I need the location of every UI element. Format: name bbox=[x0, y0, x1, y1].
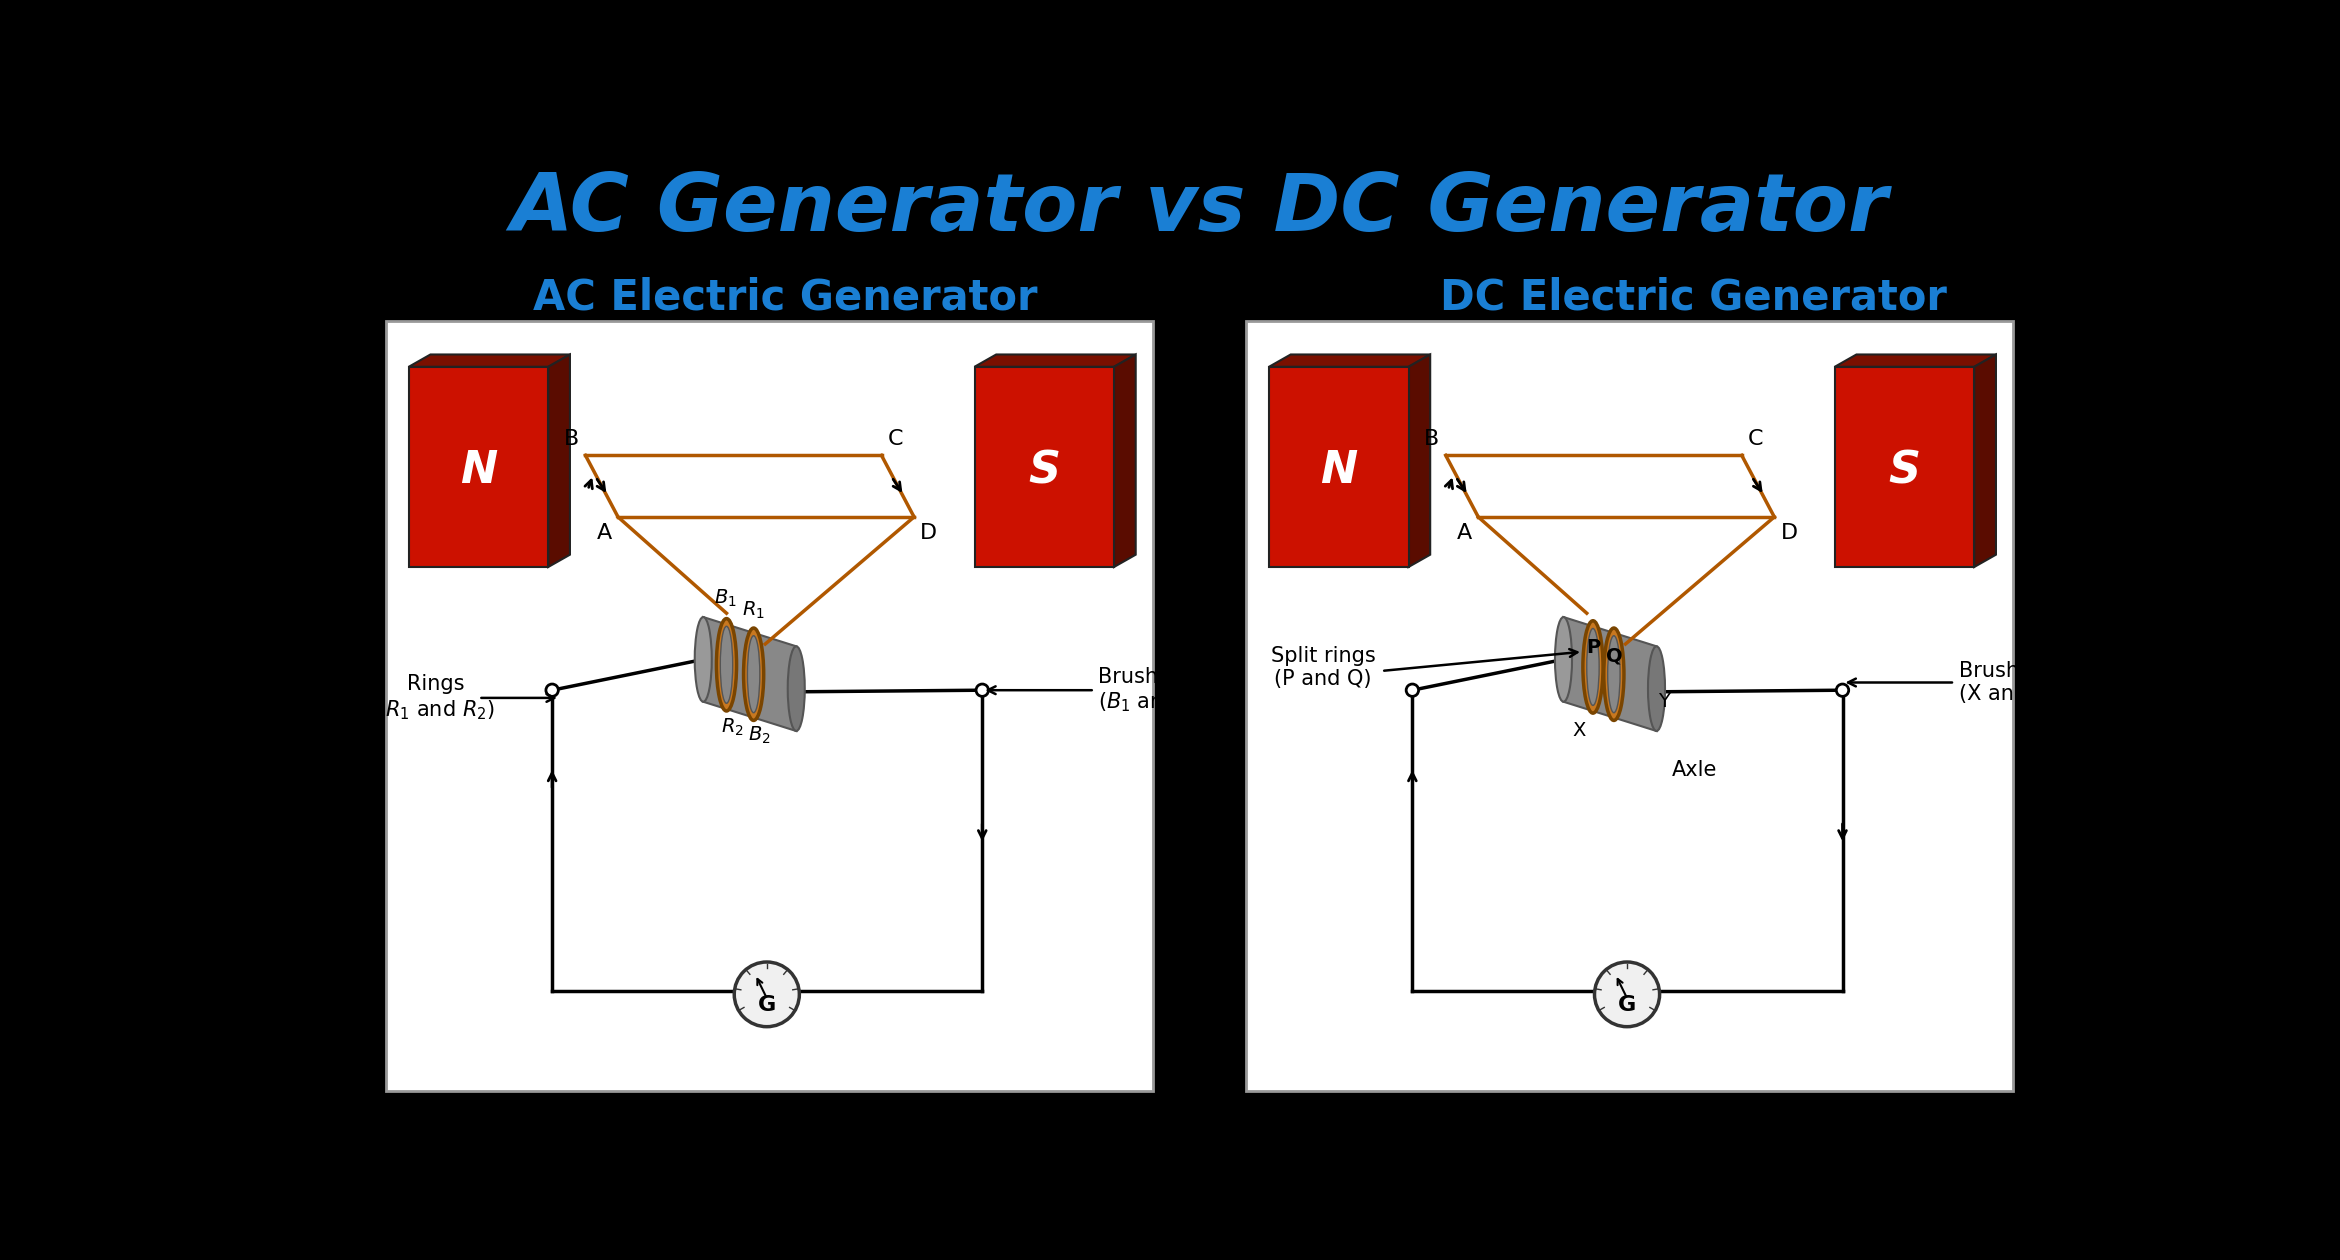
Ellipse shape bbox=[1582, 621, 1603, 713]
Text: D: D bbox=[920, 523, 938, 543]
Ellipse shape bbox=[1587, 629, 1598, 706]
Circle shape bbox=[735, 963, 800, 1027]
Text: $B_2$: $B_2$ bbox=[749, 724, 770, 746]
Ellipse shape bbox=[744, 627, 763, 721]
Text: AC Electric Generator: AC Electric Generator bbox=[534, 276, 1037, 319]
Text: S: S bbox=[1027, 450, 1060, 493]
Polygon shape bbox=[1114, 354, 1135, 567]
Circle shape bbox=[976, 684, 987, 697]
Text: N: N bbox=[1320, 450, 1357, 493]
Text: Q: Q bbox=[1605, 646, 1622, 665]
Circle shape bbox=[1594, 963, 1659, 1027]
Text: $B_1$: $B_1$ bbox=[714, 587, 737, 609]
Text: S: S bbox=[1888, 450, 1921, 493]
Text: C: C bbox=[887, 430, 903, 450]
Ellipse shape bbox=[721, 626, 732, 703]
Text: C: C bbox=[1748, 430, 1764, 450]
Polygon shape bbox=[1409, 354, 1430, 567]
Text: G: G bbox=[1617, 995, 1636, 1016]
Text: Brushes
(X and Y): Brushes (X and Y) bbox=[1959, 662, 2055, 704]
Ellipse shape bbox=[1556, 617, 1572, 702]
Text: A: A bbox=[597, 523, 611, 543]
Polygon shape bbox=[548, 354, 571, 567]
Polygon shape bbox=[1835, 367, 1975, 567]
Text: A: A bbox=[1458, 523, 1472, 543]
Polygon shape bbox=[410, 354, 571, 367]
Ellipse shape bbox=[1603, 627, 1624, 721]
Polygon shape bbox=[1268, 367, 1409, 567]
Text: B: B bbox=[1425, 430, 1439, 450]
FancyBboxPatch shape bbox=[1245, 320, 2012, 1091]
Polygon shape bbox=[1268, 354, 1430, 367]
Text: P: P bbox=[1587, 639, 1601, 658]
Ellipse shape bbox=[1608, 636, 1619, 713]
Polygon shape bbox=[973, 354, 1135, 367]
Text: D: D bbox=[1781, 523, 1797, 543]
Text: Split rings
(P and Q): Split rings (P and Q) bbox=[1271, 645, 1376, 689]
Polygon shape bbox=[704, 617, 796, 731]
Circle shape bbox=[1406, 684, 1418, 697]
Circle shape bbox=[1837, 684, 1849, 697]
Text: X: X bbox=[1572, 721, 1587, 740]
Text: $R_1$: $R_1$ bbox=[742, 600, 765, 621]
Text: Y: Y bbox=[1659, 692, 1671, 711]
Ellipse shape bbox=[746, 636, 760, 713]
Text: B: B bbox=[564, 430, 580, 450]
Polygon shape bbox=[1835, 354, 1996, 367]
FancyBboxPatch shape bbox=[386, 320, 1154, 1091]
Text: AC Generator vs DC Generator: AC Generator vs DC Generator bbox=[510, 170, 1888, 248]
Text: G: G bbox=[758, 995, 777, 1016]
Text: Rings
$(R_1$ and $R_2)$: Rings $(R_1$ and $R_2)$ bbox=[377, 674, 494, 722]
Text: Brushes
$(B_1$ and $B_2)$: Brushes $(B_1$ and $B_2)$ bbox=[1097, 667, 1217, 714]
Polygon shape bbox=[1975, 354, 1996, 567]
Circle shape bbox=[545, 684, 559, 697]
Ellipse shape bbox=[695, 617, 711, 702]
Text: Axle: Axle bbox=[1673, 760, 1718, 780]
Text: $R_2$: $R_2$ bbox=[721, 717, 744, 738]
Text: N: N bbox=[461, 450, 496, 493]
Polygon shape bbox=[1563, 617, 1657, 731]
Ellipse shape bbox=[716, 619, 737, 711]
Polygon shape bbox=[973, 367, 1114, 567]
Ellipse shape bbox=[1647, 646, 1666, 731]
Ellipse shape bbox=[789, 646, 805, 731]
Text: DC Electric Generator: DC Electric Generator bbox=[1439, 276, 1947, 319]
Polygon shape bbox=[410, 367, 548, 567]
